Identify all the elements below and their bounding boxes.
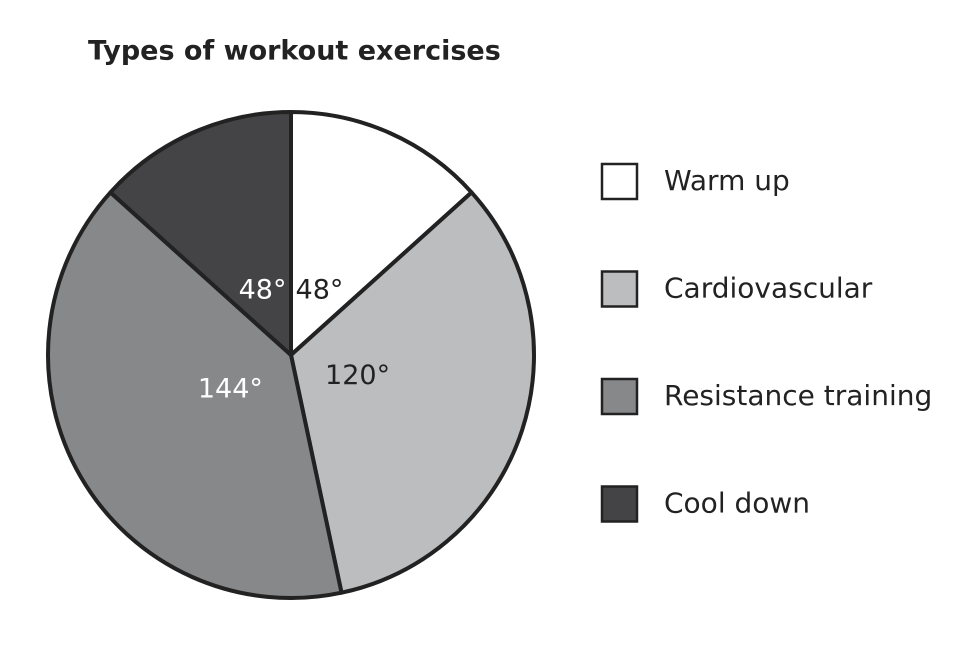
slice-label: 144° [198,374,263,405]
legend-label: Cool down [664,487,810,520]
legend-swatch [600,162,639,201]
legend-swatch [600,485,639,523]
slice-label: 48° [296,275,344,306]
slice-label: 48° [239,275,287,306]
legend-label: Resistance training [664,379,932,412]
slice-label: 120° [325,360,390,391]
legend-label: Cardiovascular [664,272,873,305]
pie-slice [46,190,344,600]
legend-label: Warm up [664,164,790,197]
legend-swatch [600,377,639,416]
pie-slice [289,190,536,595]
chart-title: Types of workout exercises [88,36,501,67]
pie-slice [108,110,293,357]
pie-slice [289,110,474,357]
legend-swatch [600,270,639,308]
